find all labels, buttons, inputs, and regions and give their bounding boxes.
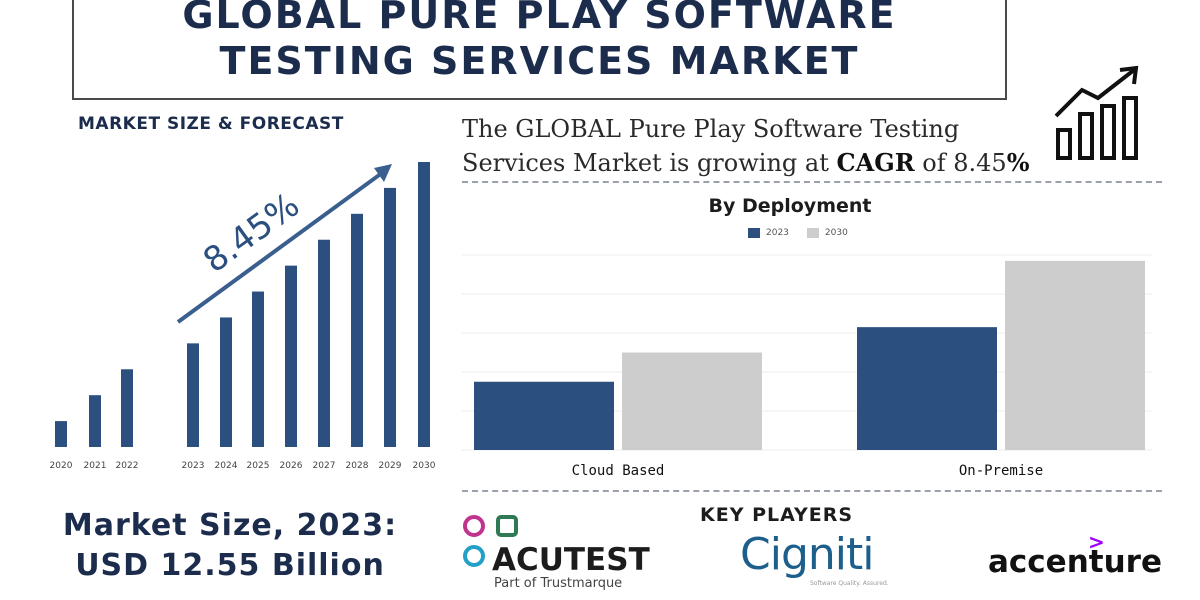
legend-label-2023: 2023 bbox=[766, 228, 789, 238]
deployment-bar-on-premise-2030 bbox=[1005, 260, 1145, 450]
forecast-bar-2020 bbox=[55, 421, 67, 447]
forecast-tick-2022: 2022 bbox=[116, 461, 139, 471]
accenture-mark-icon: > bbox=[1088, 530, 1105, 554]
cagr-statement: The GLOBAL Pure Play Software Testing Se… bbox=[462, 112, 1052, 180]
deployment-bar-cloud-based-2023 bbox=[474, 381, 614, 450]
deployment-chart-title: By Deployment bbox=[708, 195, 872, 217]
cigniti-name: Cigniti bbox=[740, 529, 874, 580]
market-size-line-2: USD 12.55 Billion bbox=[75, 548, 385, 583]
forecast-bar-2030 bbox=[418, 162, 430, 447]
growth-arrow bbox=[176, 168, 388, 324]
accenture-logo: > accenture bbox=[988, 530, 1188, 590]
legend-swatch-2030 bbox=[806, 228, 819, 238]
deployment-legend: 2023 2030 bbox=[748, 228, 848, 238]
cagr-label: CAGR bbox=[836, 148, 915, 177]
forecast-tick-2021: 2021 bbox=[84, 461, 107, 471]
forecast-tick-2027: 2027 bbox=[313, 461, 336, 471]
acutest-subtitle: Part of Trustmarque bbox=[494, 576, 623, 591]
forecast-tick-2020: 2020 bbox=[50, 461, 73, 471]
deployment-tick-on-premise: On-Premise bbox=[959, 463, 1043, 479]
cigniti-logo: Cigniti Software Quality. Assured. bbox=[740, 530, 900, 598]
forecast-bar-2021 bbox=[89, 395, 101, 447]
forecast-bar-2026 bbox=[285, 265, 297, 447]
forecast-tick-2024: 2024 bbox=[215, 461, 238, 471]
key-players-header: KEY PLAYERS bbox=[700, 504, 854, 526]
title-line-2: TESTING SERVICES MARKET bbox=[219, 39, 860, 83]
title-banner: GLOBAL PURE PLAY SOFTWARE TESTING SERVIC… bbox=[72, 0, 1007, 100]
legend-item-2030: 2030 bbox=[806, 228, 848, 238]
bar-chart-growth-icon bbox=[1054, 65, 1139, 160]
accenture-name: accenture bbox=[988, 544, 1162, 580]
forecast-bar-2027 bbox=[318, 239, 330, 447]
acutest-logo: ACUTEST Part of Trustmarque bbox=[462, 514, 662, 596]
acutest-mark-icon bbox=[463, 515, 518, 567]
forecast-tick-2025: 2025 bbox=[247, 461, 270, 471]
forecast-tick-2030: 2030 bbox=[413, 461, 436, 471]
cagr-line-2: Services Market is growing at CAGR of 8.… bbox=[462, 146, 1052, 180]
cagr-line-2c: of 8.45 bbox=[914, 149, 1007, 177]
deployment-bar-on-premise-2023 bbox=[857, 327, 997, 450]
forecast-bar-2025 bbox=[252, 291, 264, 447]
forecast-bar-2028 bbox=[351, 213, 363, 447]
forecast-tick-2028: 2028 bbox=[346, 461, 369, 471]
legend-label-2030: 2030 bbox=[824, 228, 848, 238]
divider-bottom bbox=[462, 490, 1162, 492]
cagr-line-2a: Services Market is growing at bbox=[462, 149, 837, 177]
forecast-tick-2026: 2026 bbox=[280, 461, 303, 471]
forecast-bar-2022 bbox=[121, 369, 133, 447]
legend-item-2023: 2023 bbox=[748, 228, 789, 238]
deployment-tick-cloud-based: Cloud Based bbox=[572, 463, 665, 479]
growth-arrow-head bbox=[374, 164, 392, 182]
forecast-bar-2029 bbox=[384, 187, 396, 447]
title-line-1: GLOBAL PURE PLAY SOFTWARE bbox=[182, 0, 897, 37]
cigniti-tagline: Software Quality. Assured. bbox=[810, 580, 889, 587]
market-forecast-chart: 2020 2021 2022 2023 2024 2025 2026 2027 2028 2029… bbox=[50, 162, 436, 471]
forecast-tick-2029: 2029 bbox=[379, 461, 402, 471]
market-size-header: MARKET SIZE & FORECAST bbox=[78, 114, 344, 134]
divider-top bbox=[462, 181, 1162, 183]
legend-swatch-2023 bbox=[748, 228, 760, 238]
acutest-name: ACUTEST bbox=[492, 542, 650, 578]
deployment-chart: Cloud Based On-Premise bbox=[462, 254, 1152, 479]
forecast-bar-2024 bbox=[220, 317, 232, 447]
forecast-bar-2023 bbox=[187, 343, 199, 447]
cagr-line-1: The GLOBAL Pure Play Software Testing bbox=[462, 115, 960, 143]
market-size-value: Market Size, 2023: USD 12.55 Billion bbox=[40, 506, 420, 586]
deployment-bar-cloud-based-2030 bbox=[622, 352, 762, 450]
market-size-line-1: Market Size, 2023: bbox=[62, 508, 398, 543]
forecast-tick-2023: 2023 bbox=[182, 461, 205, 471]
cagr-percent-sign: % bbox=[1006, 148, 1030, 177]
